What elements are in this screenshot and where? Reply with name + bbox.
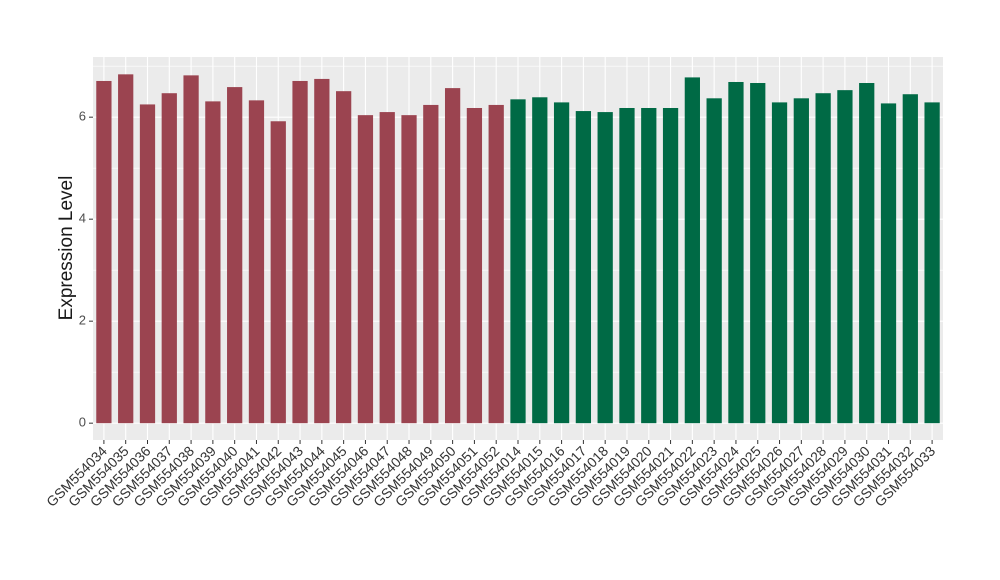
y-tick-label: 0 xyxy=(79,415,86,430)
bar xyxy=(771,102,788,424)
bar xyxy=(597,112,613,424)
bar xyxy=(902,94,918,424)
bar xyxy=(684,77,700,424)
bar xyxy=(336,91,352,424)
bar xyxy=(270,121,286,424)
bar xyxy=(161,93,177,424)
bar xyxy=(575,111,592,424)
bar xyxy=(444,88,461,424)
bar xyxy=(466,107,483,424)
bar xyxy=(401,115,417,424)
bar xyxy=(641,107,657,424)
bar xyxy=(880,103,897,424)
bar xyxy=(619,107,635,424)
bar xyxy=(227,87,243,424)
y-tick-label: 6 xyxy=(79,109,86,124)
bar xyxy=(205,101,221,424)
bar xyxy=(924,102,940,424)
bar xyxy=(96,80,112,424)
bar xyxy=(793,98,809,424)
bar xyxy=(488,104,504,424)
bar xyxy=(815,93,831,424)
bar xyxy=(357,115,374,424)
bar xyxy=(118,74,134,424)
bar xyxy=(248,100,265,424)
bar xyxy=(662,107,679,424)
bar xyxy=(292,80,308,424)
bar xyxy=(859,83,875,424)
bar xyxy=(750,83,766,424)
bar xyxy=(728,81,744,424)
bar xyxy=(553,102,570,424)
bar xyxy=(532,97,548,424)
bar xyxy=(706,98,722,424)
bar xyxy=(510,99,526,424)
bar xyxy=(139,104,156,424)
bar xyxy=(379,112,395,424)
y-axis-label: Expression Level xyxy=(56,176,77,321)
bar xyxy=(423,104,439,424)
bar xyxy=(837,90,853,424)
y-tick-label: 2 xyxy=(79,313,86,328)
bar xyxy=(314,78,330,424)
y-tick-label: 4 xyxy=(79,211,86,226)
bar xyxy=(183,75,199,424)
